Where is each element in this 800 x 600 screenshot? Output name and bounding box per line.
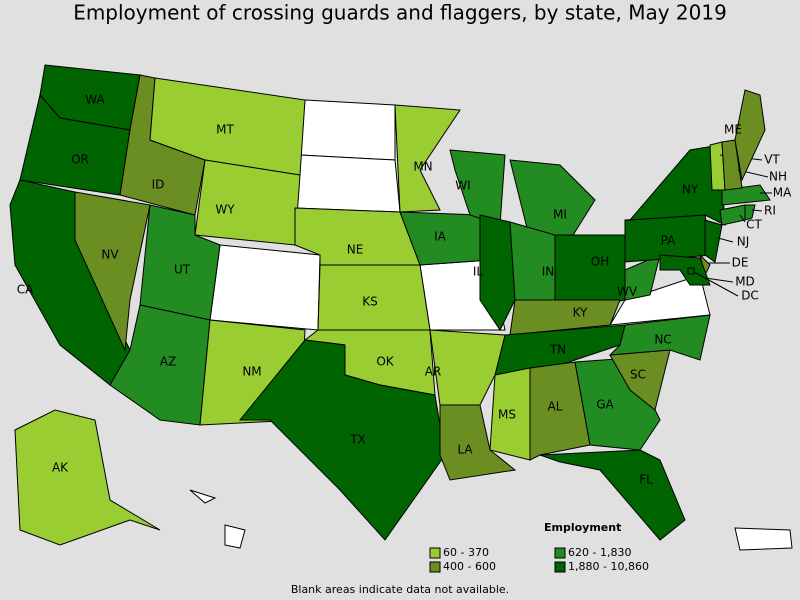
state-shape <box>734 89 766 182</box>
state-label: OR <box>71 153 89 167</box>
state-label: NH <box>769 170 787 184</box>
state-label: KY <box>573 306 588 320</box>
state-shape <box>734 527 793 551</box>
state-shape <box>509 299 621 336</box>
state-label: CT <box>746 218 762 232</box>
state-label: WA <box>85 93 105 107</box>
state-shape <box>608 314 711 361</box>
legend-label: 400 - 600 <box>443 560 496 573</box>
state-label: WY <box>215 203 235 217</box>
state-shape <box>479 214 516 331</box>
state-label: AL <box>548 400 563 414</box>
state-label: SC <box>630 368 646 382</box>
state-shape <box>554 234 626 311</box>
state-label: MN <box>413 160 432 174</box>
legend-swatch <box>429 547 441 559</box>
state-label: AR <box>425 365 442 379</box>
state-label: NM <box>242 365 261 379</box>
state-label: AZ <box>160 355 176 369</box>
state-label: DE <box>732 256 749 270</box>
state-label: OH <box>591 255 609 269</box>
state-shape <box>189 489 217 504</box>
state-label: GA <box>596 398 614 412</box>
state-label: WV <box>617 285 638 299</box>
state-label: NC <box>654 333 671 347</box>
state-label: OK <box>376 355 394 369</box>
leader-line <box>693 271 739 297</box>
state-label: NY <box>682 183 699 197</box>
state-shape <box>299 99 396 161</box>
state-label: MA <box>773 186 792 200</box>
state-label: RI <box>764 204 776 218</box>
state-shape <box>209 244 321 331</box>
legend-swatch <box>429 561 441 573</box>
state-shape <box>721 139 743 191</box>
state-label: VT <box>764 153 780 167</box>
state-shape <box>194 159 301 246</box>
state-label: LA <box>457 443 473 457</box>
state-shape <box>394 104 461 213</box>
state-label: IL <box>473 265 484 279</box>
footnote: Blank areas indicate data not available. <box>291 583 509 596</box>
state-label: NE <box>347 243 364 257</box>
leader-line <box>739 214 746 223</box>
state-shape <box>744 204 756 221</box>
state-shape <box>14 409 161 546</box>
state-shape <box>659 254 711 286</box>
state-label: IA <box>434 230 447 244</box>
state-label: CA <box>17 283 34 297</box>
state-shape <box>294 154 401 213</box>
legend-label: 60 - 370 <box>443 546 489 559</box>
state-label: MT <box>216 123 234 137</box>
leader-line <box>751 209 763 212</box>
state-label: NJ <box>737 235 750 249</box>
state-label: KS <box>362 295 378 309</box>
leader-line <box>704 277 734 283</box>
state-label: ME <box>724 123 742 137</box>
map-title: Employment of crossing guards and flagge… <box>73 1 727 25</box>
state-shape <box>539 449 686 541</box>
legend-swatch <box>554 561 566 573</box>
state-label: TX <box>349 433 366 447</box>
legend-label: 620 - 1,830 <box>568 546 631 559</box>
state-shape <box>429 329 506 406</box>
state-label: MD <box>735 275 755 289</box>
state-label: MI <box>553 208 567 222</box>
state-shape <box>74 191 151 352</box>
legend-swatch <box>554 547 566 559</box>
state-shape <box>529 361 591 461</box>
state-shape <box>704 219 723 263</box>
state-label: ID <box>152 178 165 192</box>
state-label: MS <box>498 408 516 422</box>
state-label: UT <box>174 263 191 277</box>
state-label: PA <box>661 234 676 248</box>
state-label: AK <box>52 461 69 475</box>
state-label: NV <box>101 248 119 262</box>
state-shape <box>224 524 246 549</box>
state-label: WI <box>455 179 470 193</box>
state-label: TN <box>549 343 566 357</box>
state-label: DC <box>741 289 759 303</box>
state-shape <box>439 404 517 481</box>
state-label: FL <box>639 473 653 487</box>
state-label: IN <box>542 265 555 279</box>
state-shape <box>687 267 695 275</box>
legend-title: Employment <box>544 521 621 534</box>
leader-line <box>717 237 734 243</box>
legend-label: 1,880 - 10,860 <box>568 560 649 573</box>
state-shape <box>721 184 771 206</box>
